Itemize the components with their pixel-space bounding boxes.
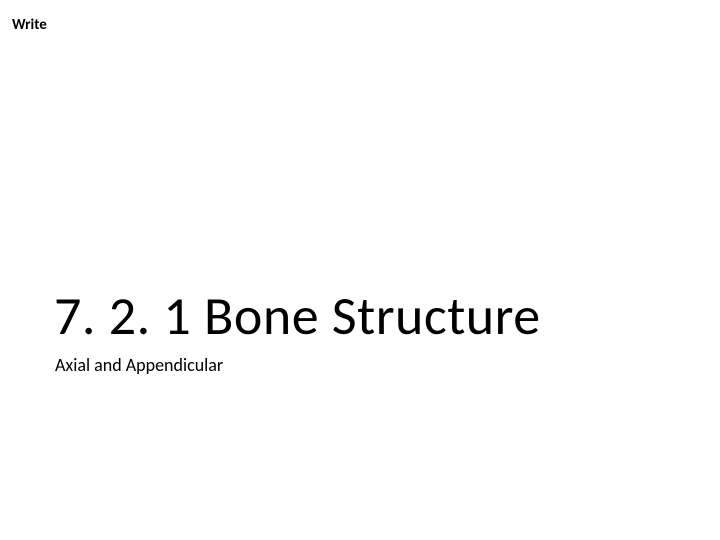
slide-title: 7. 2. 1 Bone Structure — [54, 283, 541, 349]
header-label: Write — [12, 16, 47, 34]
slide-subtitle: Axial and Appendicular — [55, 354, 223, 376]
